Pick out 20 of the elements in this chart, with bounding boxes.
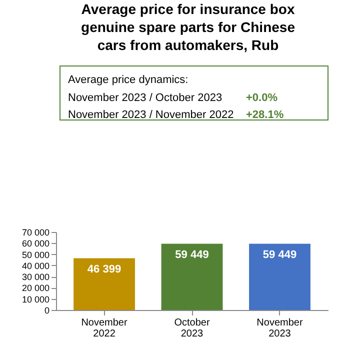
data-label: 59 449 bbox=[175, 248, 209, 261]
y-tick-label: 70 000 bbox=[22, 228, 50, 238]
y-tick-label: 20 000 bbox=[22, 283, 50, 294]
y-tick-label: 60 000 bbox=[22, 238, 50, 249]
data-label: 46 399 bbox=[87, 263, 122, 276]
text: November 2023 / October 2023 bbox=[68, 92, 222, 104]
text: Average price dynamics: bbox=[68, 74, 188, 86]
text: November 2023 / November 2022 bbox=[68, 109, 234, 121]
y-tick-label: 40 000 bbox=[22, 260, 50, 271]
y-tick-label: 30 000 bbox=[22, 272, 50, 282]
x-tick-label: November 2022 bbox=[81, 318, 128, 340]
y-tick-label: 0 bbox=[44, 306, 50, 316]
x-tick-label: October 2023 bbox=[174, 318, 210, 340]
text: +0.0% bbox=[246, 92, 278, 104]
y-tick-label: 50 000 bbox=[22, 250, 50, 260]
y-tick-label: 10 000 bbox=[22, 294, 50, 304]
text: +28.1% bbox=[246, 109, 284, 121]
data-label: 59 449 bbox=[262, 248, 297, 261]
chart-title: Average price for insurance box genuine spare parts for Chinese cars from automakers, Rub bbox=[81, 1, 296, 53]
x-tick-label: November 2023 bbox=[256, 318, 304, 340]
